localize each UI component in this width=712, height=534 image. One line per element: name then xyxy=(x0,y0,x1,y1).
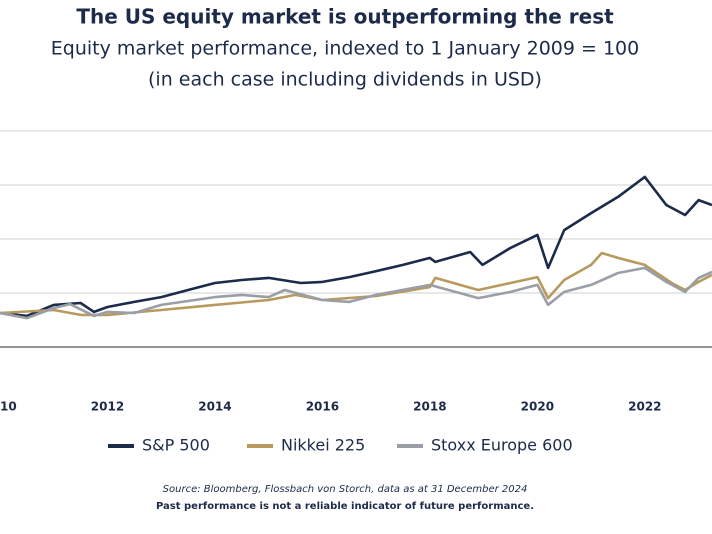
chart-subtitle: Equity market performance, indexed to 1 … xyxy=(51,38,639,60)
x-tick-label: 2016 xyxy=(306,400,339,414)
x-tick-label: 2022 xyxy=(628,400,661,414)
series-line xyxy=(0,251,712,317)
series-line xyxy=(0,175,712,318)
x-tick-label: 2014 xyxy=(198,400,231,414)
x-tick-label: 2012 xyxy=(91,400,124,414)
legend-label: Nikkei 225 xyxy=(281,436,365,455)
legend-label: Stoxx Europe 600 xyxy=(431,436,573,455)
source: Source: Bloomberg, Flossbach von Storch,… xyxy=(163,484,528,495)
chart-subtitle: (in each case including dividends in USD… xyxy=(148,69,542,91)
x-tick-label: 2010 xyxy=(0,400,17,414)
x-tick-label: 2020 xyxy=(521,400,554,414)
x-tick-label: 2018 xyxy=(413,400,446,414)
legend-label: S&P 500 xyxy=(142,436,210,455)
chart-title: The US equity market is outperforming th… xyxy=(76,5,614,29)
disclaimer: Past performance is not a reliable indic… xyxy=(156,501,534,512)
series-line xyxy=(0,266,712,320)
